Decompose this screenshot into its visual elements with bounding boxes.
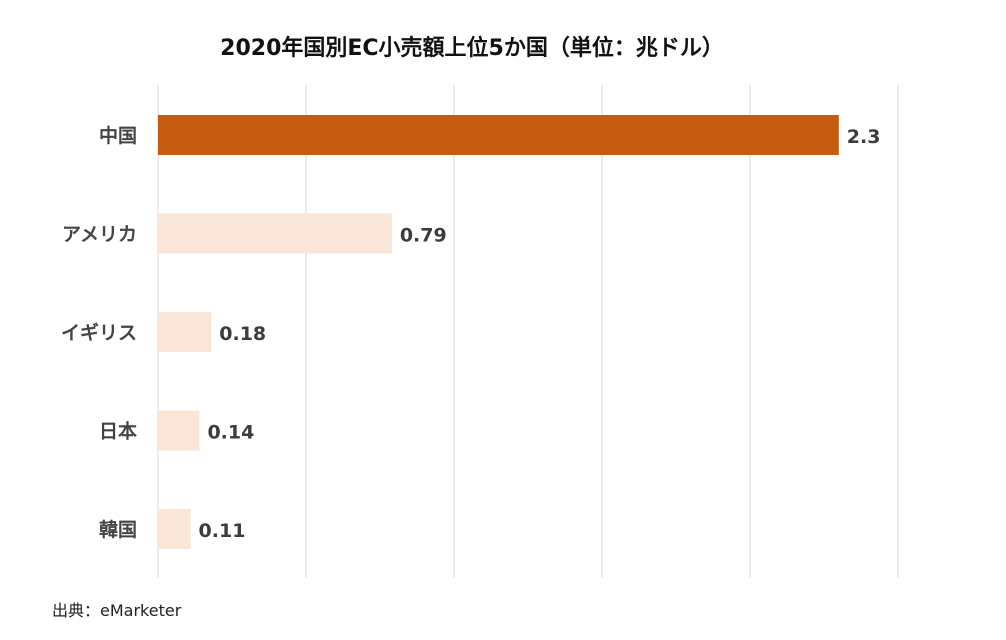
value-labels: 2.3 0.79 0.18 0.14 0.11 [199, 126, 881, 542]
bar [158, 312, 212, 352]
chart-title: 2020年国別EC小売額上位5か国（単位：兆ドル） [220, 35, 724, 61]
bar [158, 115, 839, 155]
category-label: 日本 [99, 420, 137, 443]
category-label: アメリカ [62, 224, 137, 246]
category-label: 韓国 [99, 518, 137, 541]
bar [158, 509, 191, 549]
bar [158, 213, 392, 254]
source-note: 出典：eMarketer [52, 601, 182, 620]
gridlines [157, 85, 899, 578]
category-label: イギリス [61, 322, 137, 344]
value-label: 0.18 [219, 323, 266, 345]
value-label: 0.14 [207, 422, 254, 444]
value-label: 2.3 [847, 126, 881, 148]
bars [158, 115, 839, 549]
category-label: 中国 [99, 124, 137, 147]
value-label: 0.11 [199, 520, 246, 542]
value-label: 0.79 [400, 225, 447, 247]
bar [158, 410, 200, 451]
